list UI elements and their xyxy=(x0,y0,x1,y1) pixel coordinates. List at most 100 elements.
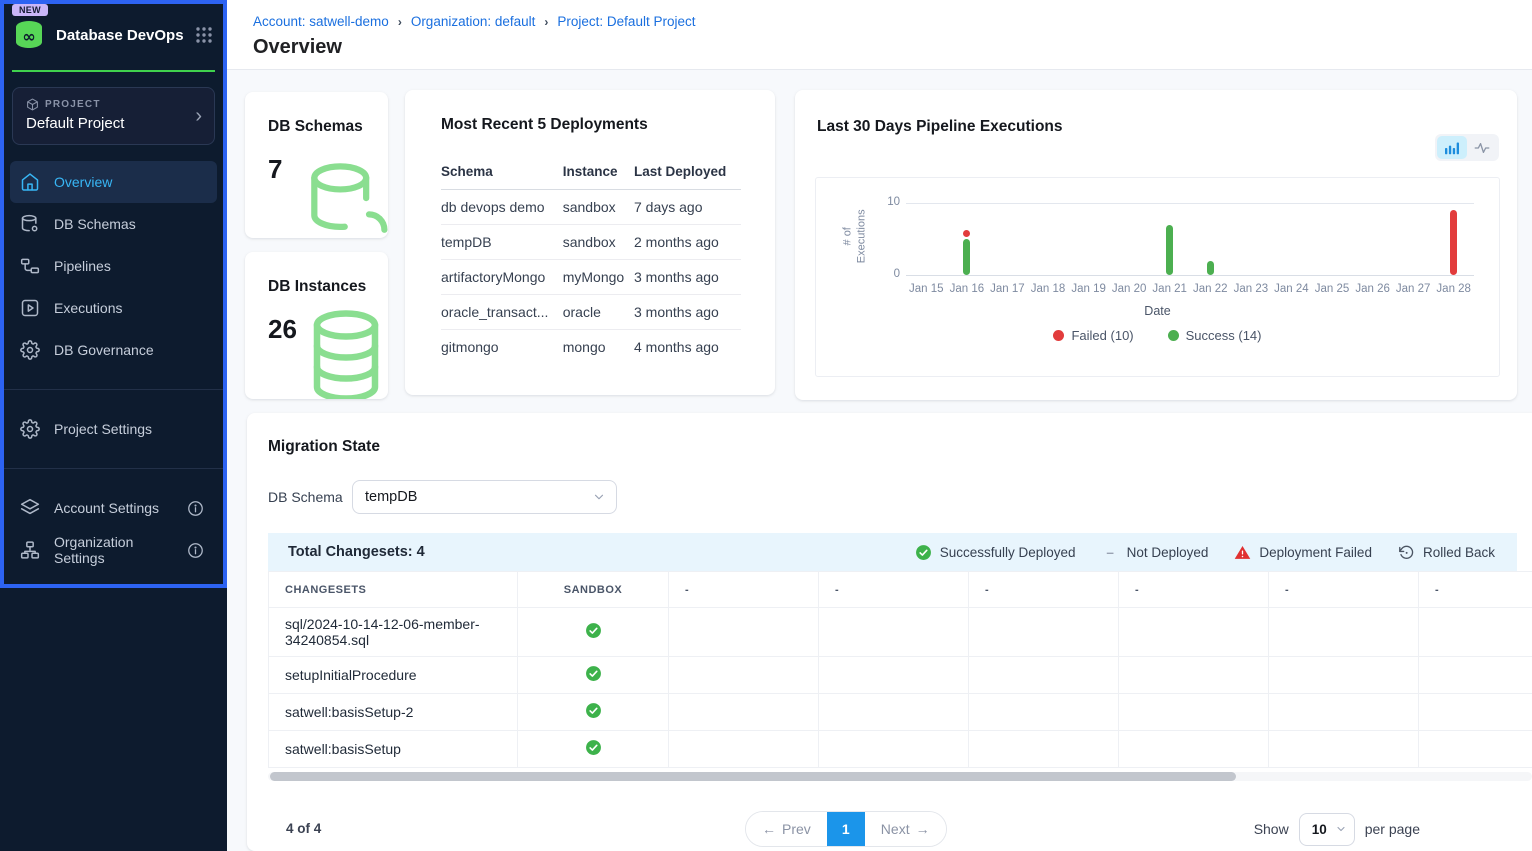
row-count: 4 of 4 xyxy=(286,821,321,836)
chevron-down-icon xyxy=(592,490,606,504)
y-tick: 10 xyxy=(878,196,900,208)
empty-cell xyxy=(669,731,819,768)
empty-cell xyxy=(969,608,1119,657)
app-logo-database-icon: ∞ xyxy=(12,18,46,52)
sandbox-status-cell[interactable] xyxy=(518,694,669,731)
stat-label: DB Instances xyxy=(268,278,366,296)
arrow-left-icon: ← xyxy=(762,821,776,837)
sidebar-item-db-governance[interactable]: DB Governance xyxy=(10,329,217,371)
gear-icon xyxy=(20,340,40,360)
x-tick: Jan 22 xyxy=(1188,283,1232,295)
deployment-row: oracle_transact...oracle3 months ago xyxy=(441,295,741,330)
bar-chart-toggle-button[interactable] xyxy=(1437,136,1467,159)
total-changesets-bar: Total Changesets: 4 Successfully Deploye… xyxy=(268,533,1517,571)
db-instances-stat-card[interactable]: DB Instances 26 xyxy=(245,252,388,399)
executions-chart[interactable]: # ofExecutions100Jan 15Jan 16Jan 17Jan 1… xyxy=(815,177,1500,377)
current-page-button[interactable]: 1 xyxy=(827,812,865,846)
db-schemas-stat-card[interactable]: DB Schemas 7 xyxy=(245,92,388,238)
sidebar-item-executions[interactable]: Executions xyxy=(10,287,217,329)
page-size-control: Show 10 per page xyxy=(1254,811,1420,847)
x-tick: Jan 18 xyxy=(1026,283,1070,295)
dash-icon: – xyxy=(1102,545,1119,560)
sidebar-tertiary-nav: Account Settings Organization Settings xyxy=(0,487,227,571)
database-single-icon xyxy=(298,152,388,238)
status-legend-label: Rolled Back xyxy=(1423,545,1495,560)
schema-link[interactable]: artifactoryMongo xyxy=(441,260,563,295)
next-page-button[interactable]: Next → xyxy=(865,812,946,846)
gear-icon xyxy=(20,419,40,439)
y-tick: 0 xyxy=(878,268,900,280)
breadcrumb-project-link[interactable]: Project: Default Project xyxy=(557,14,695,29)
x-tick: Jan 25 xyxy=(1310,283,1354,295)
sidebar-item-account-settings[interactable]: Account Settings xyxy=(10,487,217,529)
db-schema-select[interactable]: tempDB xyxy=(352,480,617,514)
line-chart-toggle-button[interactable] xyxy=(1467,136,1497,159)
project-selector[interactable]: PROJECT Default Project › xyxy=(12,87,215,145)
deployments-column-instance: Instance xyxy=(563,156,634,190)
last-deployed-cell: 4 months ago xyxy=(634,330,741,365)
empty-cell xyxy=(1119,731,1269,768)
empty-cell xyxy=(1119,694,1269,731)
legend-item-success-14[interactable]: Success (14) xyxy=(1168,328,1262,343)
org-chart-icon xyxy=(20,540,40,560)
empty-cell xyxy=(969,731,1119,768)
db-schema-label: DB Schema xyxy=(268,489,352,505)
sidebar-item-pipelines[interactable]: Pipelines xyxy=(10,245,217,287)
schema-link[interactable]: tempDB xyxy=(441,225,563,260)
status-legend-successfully-deployed: Successfully Deployed xyxy=(915,544,1076,561)
last-deployed-cell: 7 days ago xyxy=(634,190,741,225)
sandbox-status-cell[interactable] xyxy=(518,731,669,768)
sandbox-status-cell[interactable] xyxy=(518,657,669,694)
schema-link[interactable]: oracle_transact... xyxy=(441,295,563,330)
deployments-title: Most Recent 5 Deployments xyxy=(441,116,741,134)
sidebar-item-organization-settings[interactable]: Organization Settings xyxy=(10,529,217,571)
sandbox-status-cell[interactable] xyxy=(518,608,669,657)
schema-link[interactable]: gitmongo xyxy=(441,330,563,365)
schema-link[interactable]: db devops demo xyxy=(441,190,563,225)
info-icon[interactable] xyxy=(187,498,207,518)
breadcrumb-account-link[interactable]: Account: satwell-demo xyxy=(253,14,389,29)
breadcrumb-separator: › xyxy=(398,15,402,29)
x-tick: Jan 16 xyxy=(945,283,989,295)
changeset-name-cell: sql/2024-10-14-12-06-member-34240854.sql xyxy=(269,608,518,657)
bar-success-jan-16[interactable] xyxy=(963,239,970,275)
empty-cell xyxy=(1269,731,1419,768)
bar-failed-jan-16[interactable] xyxy=(963,230,970,237)
legend-item-failed-10[interactable]: Failed (10) xyxy=(1053,328,1133,343)
bar-failed-jan-28[interactable] xyxy=(1450,210,1457,275)
app-title: Database DevOps xyxy=(56,27,195,44)
page-size-select[interactable]: 10 xyxy=(1299,813,1355,846)
last-deployed-cell: 3 months ago xyxy=(634,260,741,295)
rollback-icon xyxy=(1398,544,1415,561)
horizontal-scrollbar-thumb[interactable] xyxy=(270,772,1236,781)
database-stack-icon xyxy=(294,305,388,399)
sidebar-secondary-nav: Project Settings xyxy=(0,408,227,450)
main-content: DB Schemas 7 DB Instances 26 Most Recent… xyxy=(227,70,1532,851)
db-schema-selected-value: tempDB xyxy=(365,489,417,505)
changeset-name-cell: satwell:basisSetup xyxy=(269,731,518,768)
deployments-column-last-deployed: Last Deployed xyxy=(634,156,741,190)
sidebar-item-db-schemas[interactable]: DB Schemas xyxy=(10,203,217,245)
empty-cell xyxy=(1119,608,1269,657)
x-tick: Jan 26 xyxy=(1351,283,1395,295)
x-tick: Jan 27 xyxy=(1391,283,1435,295)
last-deployed-cell: 3 months ago xyxy=(634,295,741,330)
empty-cell xyxy=(669,608,819,657)
sidebar-divider xyxy=(0,468,227,469)
play-square-icon xyxy=(20,298,40,318)
changesets-column-empty: - xyxy=(969,572,1119,608)
new-badge: NEW xyxy=(12,4,48,16)
breadcrumb-organization-link[interactable]: Organization: default xyxy=(411,14,536,29)
apps-grid-icon[interactable] xyxy=(195,26,213,44)
changeset-row: satwell:basisSetup-2 xyxy=(269,694,1532,731)
layers-icon xyxy=(20,498,40,518)
bar-success-jan-21[interactable] xyxy=(1166,225,1173,275)
sidebar-item-overview[interactable]: Overview xyxy=(10,161,217,203)
sidebar-item-label: Organization Settings xyxy=(54,534,187,566)
sidebar-item-project-settings[interactable]: Project Settings xyxy=(10,408,217,450)
sidebar-divider xyxy=(0,389,227,390)
info-icon[interactable] xyxy=(187,540,207,560)
sidebar: NEW ∞ Database DevOps PROJECT Default Pr… xyxy=(0,0,227,851)
prev-page-button[interactable]: ← Prev xyxy=(746,812,827,846)
bar-success-jan-22[interactable] xyxy=(1207,261,1214,275)
